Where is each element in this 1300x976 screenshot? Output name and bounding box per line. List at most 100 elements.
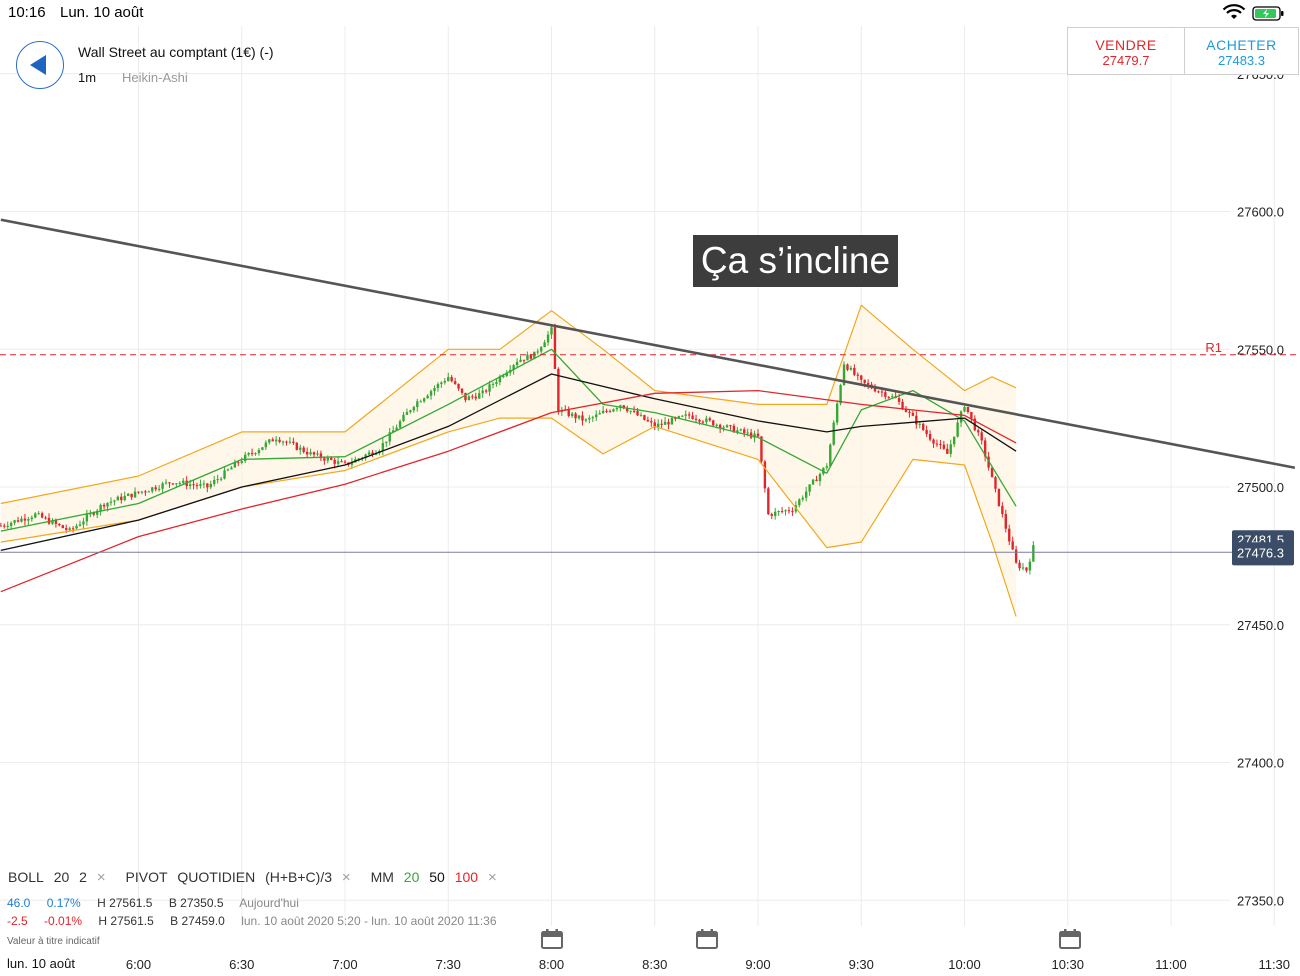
candle-body [319, 453, 323, 459]
candle-body [460, 388, 464, 393]
candle-body [605, 410, 608, 412]
candle-body [866, 382, 870, 385]
candle-body [529, 354, 533, 359]
candle-body [37, 513, 40, 515]
candle-body [749, 432, 753, 438]
candle-body [977, 430, 980, 433]
timeframe-selector[interactable]: 1m [78, 70, 97, 85]
candle-body [40, 513, 44, 518]
range-low: B 27459.0 [170, 914, 225, 928]
y-tick-label: 27600.0 [1237, 205, 1284, 220]
y-tick-label: 27350.0 [1237, 893, 1284, 908]
sell-label: VENDRE [1095, 37, 1157, 53]
remove-boll-icon[interactable]: × [96, 869, 106, 886]
candle-body [68, 528, 71, 530]
candle-body [891, 396, 894, 398]
remove-pivot-icon[interactable]: × [341, 869, 351, 886]
candle-body [65, 528, 68, 530]
candle-body [808, 484, 811, 492]
candle-body [302, 447, 305, 452]
candle-body [712, 420, 715, 426]
pivot-indicator-label[interactable]: PIVOT [125, 869, 168, 885]
y-tick-label: 27400.0 [1237, 756, 1284, 771]
candle-body [994, 477, 997, 489]
candle-body [622, 405, 625, 409]
bollinger-fill [0, 305, 1017, 617]
candlestick-series [0, 323, 1035, 575]
candle-body [908, 411, 911, 413]
candle-body [336, 461, 340, 464]
back-button[interactable] [16, 41, 64, 89]
candle-body [959, 411, 963, 423]
candle-body [639, 415, 643, 417]
status-bar: 10:16 Lun. 10 août [0, 0, 1300, 26]
candle-body [1028, 561, 1032, 571]
info-row-today: 46.0 0.17% H 27561.5 B 27350.5 Aujourd'h… [7, 896, 312, 910]
bollinger-band-fill [0, 305, 1017, 617]
buy-button[interactable]: ACHETER 27483.3 [1185, 28, 1298, 74]
candle-body [739, 429, 742, 431]
candle-body [436, 384, 440, 389]
boll-param-dev: 2 [79, 869, 87, 885]
candle-body [1018, 562, 1021, 569]
calendar-icon[interactable] [1059, 929, 1081, 949]
mm-indicator-label[interactable]: MM [370, 869, 394, 885]
candle-body [615, 408, 619, 410]
candle-body [574, 413, 577, 419]
candle-body [254, 453, 257, 455]
candle-body [1008, 528, 1011, 542]
candle-body [798, 499, 801, 506]
candle-body [116, 496, 120, 501]
candle-body [952, 436, 956, 445]
sell-button[interactable]: VENDRE 27479.7 [1068, 28, 1185, 74]
candle-body [512, 365, 515, 370]
candle-body [949, 444, 952, 454]
candle-body [230, 467, 233, 470]
candle-body [288, 441, 292, 443]
candle-body [715, 424, 718, 426]
disclaimer: Valeur à titre indicatif [7, 936, 100, 947]
candle-body [570, 413, 574, 416]
boll-indicator-label[interactable]: BOLL [8, 869, 44, 885]
candle-body [856, 374, 860, 376]
candle-body [188, 484, 192, 486]
candle-body [770, 514, 773, 516]
chart-annotation[interactable]: Ça s’incline [693, 235, 898, 287]
calendar-icon[interactable] [541, 929, 563, 949]
candle-body [54, 520, 58, 524]
calendar-icon[interactable] [696, 929, 718, 949]
candle-body [395, 427, 398, 431]
candle-body [305, 451, 309, 455]
candle-body [216, 479, 219, 481]
candle-body [488, 384, 491, 392]
remove-mm-icon[interactable]: × [487, 869, 497, 886]
candle-body [237, 462, 240, 464]
candle-body [312, 452, 316, 455]
candle-body [804, 491, 808, 498]
candle-body [928, 434, 932, 440]
candle-body [646, 419, 650, 422]
candle-body [99, 504, 102, 511]
candle-body [918, 423, 921, 425]
candle-body [687, 414, 691, 416]
candle-body [650, 421, 653, 423]
candle-body [880, 391, 884, 393]
candle-body [106, 502, 109, 507]
candle-body [391, 430, 395, 433]
trade-panel: VENDRE 27479.7 ACHETER 27483.3 [1067, 27, 1299, 75]
candle-body [526, 354, 529, 361]
candle-body [250, 453, 254, 455]
sell-price: 27479.7 [1102, 53, 1150, 68]
candle-body [34, 513, 37, 518]
chart-type-selector[interactable]: Heikin-Ashi [122, 70, 188, 85]
candle-body [213, 479, 216, 484]
buy-label: ACHETER [1206, 37, 1277, 53]
candle-body [780, 511, 784, 513]
candle-body [164, 482, 168, 484]
candle-body [722, 427, 725, 429]
candle-body [3, 525, 6, 527]
candle-body [777, 511, 780, 513]
candle-body [601, 410, 605, 414]
candle-body [983, 440, 987, 457]
